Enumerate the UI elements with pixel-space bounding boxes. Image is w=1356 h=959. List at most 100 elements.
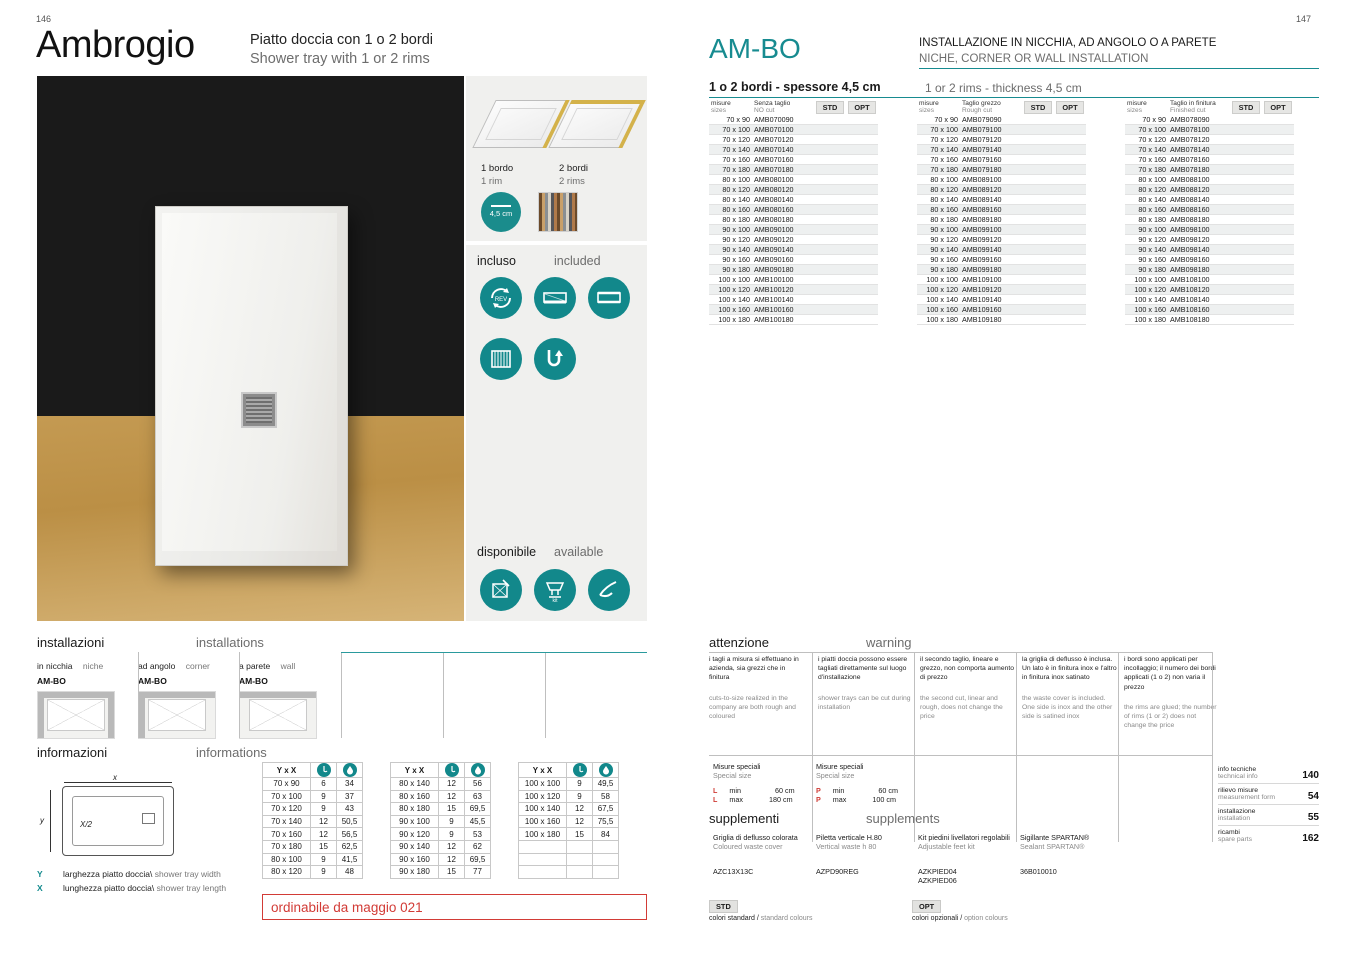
warning-text-en: cuts-to-size realized in the company are… <box>709 694 796 720</box>
table-row: 80 x 140 AMB088140 <box>1125 194 1294 205</box>
code-size: 80 x 120 <box>917 184 960 195</box>
code-opt-cell <box>846 284 878 295</box>
code-std-cell <box>1230 294 1262 305</box>
code-size: 100 x 100 <box>709 274 752 285</box>
special-size-key: P <box>816 795 821 804</box>
divider <box>1016 652 1017 842</box>
cross-reference-item[interactable]: rilievo misure measurement form 54 <box>1218 784 1319 805</box>
code-size: 100 x 140 <box>917 294 960 305</box>
code-opt-cell <box>1262 214 1294 225</box>
code-std-cell <box>1230 234 1262 245</box>
code-opt-cell <box>846 204 878 215</box>
table-row: 100 x 140 AMB109140 <box>917 294 1086 305</box>
divider <box>239 652 240 738</box>
code-value: AMB109160 <box>960 304 1022 315</box>
warning-heading-en: warning <box>866 635 912 650</box>
code-size: 70 x 90 <box>709 115 752 125</box>
supplement-name-en: Sealant SPARTAN® <box>1020 842 1085 851</box>
code-size: 100 x 140 <box>709 294 752 305</box>
measure-capacity: 69,5 <box>464 852 491 867</box>
code-value: AMB100120 <box>752 284 814 295</box>
code-value: AMB100160 <box>752 304 814 315</box>
table-row: 70 x 140 12 50,5 <box>262 814 363 829</box>
measure-table-group-2: Y x X 80 x 140 12 56 80 x 160 12 63 80 x 180 15 6… <box>390 762 491 879</box>
cross-reference-item[interactable]: ricambi spare parts 162 <box>1218 826 1319 847</box>
code-opt-cell <box>1054 274 1086 285</box>
code-value: AMB089160 <box>960 204 1022 215</box>
measure-waste: 15 <box>566 827 593 841</box>
table-row: 100 x 180 AMB108180 <box>1125 314 1294 325</box>
code-value: AMB080160 <box>752 204 814 215</box>
measure-capacity: 62,5 <box>336 839 363 854</box>
table-row: 80 x 100 AMB088100 <box>1125 174 1294 185</box>
col-head-cut: Taglio in finitura Finished cut <box>1170 100 1216 114</box>
measure-size: 80 x 140 <box>390 777 439 791</box>
code-value: AMB078140 <box>1168 144 1230 155</box>
cross-reference-label-it: installazione <box>1218 808 1256 815</box>
code-value: AMB079100 <box>960 124 1022 135</box>
installation-item-corner: ad angolo corner AM-BO <box>138 656 216 739</box>
supplement-code: 36B010010 <box>1020 867 1057 876</box>
code-size: 70 x 90 <box>1125 115 1168 125</box>
code-value: AMB099160 <box>960 254 1022 265</box>
special-size-label: min <box>832 786 845 795</box>
table-row: 90 x 120 9 53 <box>390 827 491 841</box>
special-size-title-en: Special size <box>713 771 752 780</box>
code-value: AMB088160 <box>1168 204 1230 215</box>
divider <box>812 652 813 842</box>
warning-text-it: i piatti doccia possono essere tagliati … <box>818 656 908 682</box>
supplement-item-3: Kit piedini livellatori regolabili Adjus… <box>918 833 1013 885</box>
table-row: 80 x 100 9 41,5 <box>262 852 363 867</box>
supplement-name-it: Kit piedini livellatori regolabili <box>918 833 1010 842</box>
col-head-std: STD <box>1022 100 1054 115</box>
table-row: 80 x 120 AMB088120 <box>1125 184 1294 195</box>
table-row: 100 x 160 AMB108160 <box>1125 304 1294 315</box>
informations-heading-it: informazioni <box>37 745 108 760</box>
code-opt-cell <box>1262 274 1294 285</box>
table-row: 80 x 160 12 63 <box>390 789 491 804</box>
measure-capacity: 37 <box>336 789 363 804</box>
code-size: 70 x 90 <box>917 115 960 125</box>
code-std-cell <box>1022 164 1054 175</box>
code-std-cell <box>814 134 846 145</box>
measure-size: 100 x 160 <box>518 814 567 829</box>
code-value: AMB098160 <box>1168 254 1230 265</box>
code-size: 100 x 140 <box>1125 294 1168 305</box>
code-std-cell <box>1230 194 1262 205</box>
table-row: 70 x 160 AMB079160 <box>917 154 1086 165</box>
installation-diagram-corner <box>138 691 216 739</box>
cross-reference-item[interactable]: installazione installation 55 <box>1218 805 1319 826</box>
warning-text-en: the second cut, linear and rough, does n… <box>920 694 1003 720</box>
siphon-icon <box>534 338 576 380</box>
warning-text-it: i bordi sono applicati per incollaggio; … <box>1124 656 1216 691</box>
code-opt-cell <box>846 304 878 315</box>
cross-reference-label-en: measurement form <box>1218 794 1276 801</box>
divider-accent <box>341 652 647 653</box>
measure-capacity: 67,5 <box>592 802 619 816</box>
capacity-icon <box>470 763 485 777</box>
table-row: 90 x 140 AMB098140 <box>1125 244 1294 255</box>
code-size: 80 x 160 <box>709 204 752 215</box>
code-std-cell <box>814 144 846 155</box>
special-size-value: 180 cm <box>768 795 793 804</box>
code-size: 80 x 100 <box>917 174 960 185</box>
code-opt-cell <box>1262 244 1294 255</box>
code-std-cell <box>1230 115 1262 125</box>
legend-row-y: Y larghezza piatto doccia\ shower tray w… <box>37 869 221 879</box>
installation-code: AM-BO <box>138 676 167 686</box>
table-row: 90 x 140 12 62 <box>390 839 491 854</box>
code-value: AMB108140 <box>1168 294 1230 305</box>
table-row: 70 x 160 AMB078160 <box>1125 154 1294 165</box>
code-size: 70 x 120 <box>917 134 960 145</box>
code-value: AMB109100 <box>960 274 1022 285</box>
code-value: AMB089120 <box>960 184 1022 195</box>
code-opt-cell <box>1054 214 1086 225</box>
cross-reference-item[interactable]: info tecniche technical info 140 <box>1218 763 1319 784</box>
divider <box>138 652 139 738</box>
divider <box>443 652 444 738</box>
table-row: 80 x 120 AMB080120 <box>709 184 878 195</box>
supplement-item-4: Sigillante SPARTAN® Sealant SPARTAN® 36B… <box>1020 833 1115 876</box>
dimension-label-x-half: X/2 <box>80 820 93 829</box>
code-value: AMB078120 <box>1168 134 1230 145</box>
code-std-cell <box>1022 204 1054 215</box>
